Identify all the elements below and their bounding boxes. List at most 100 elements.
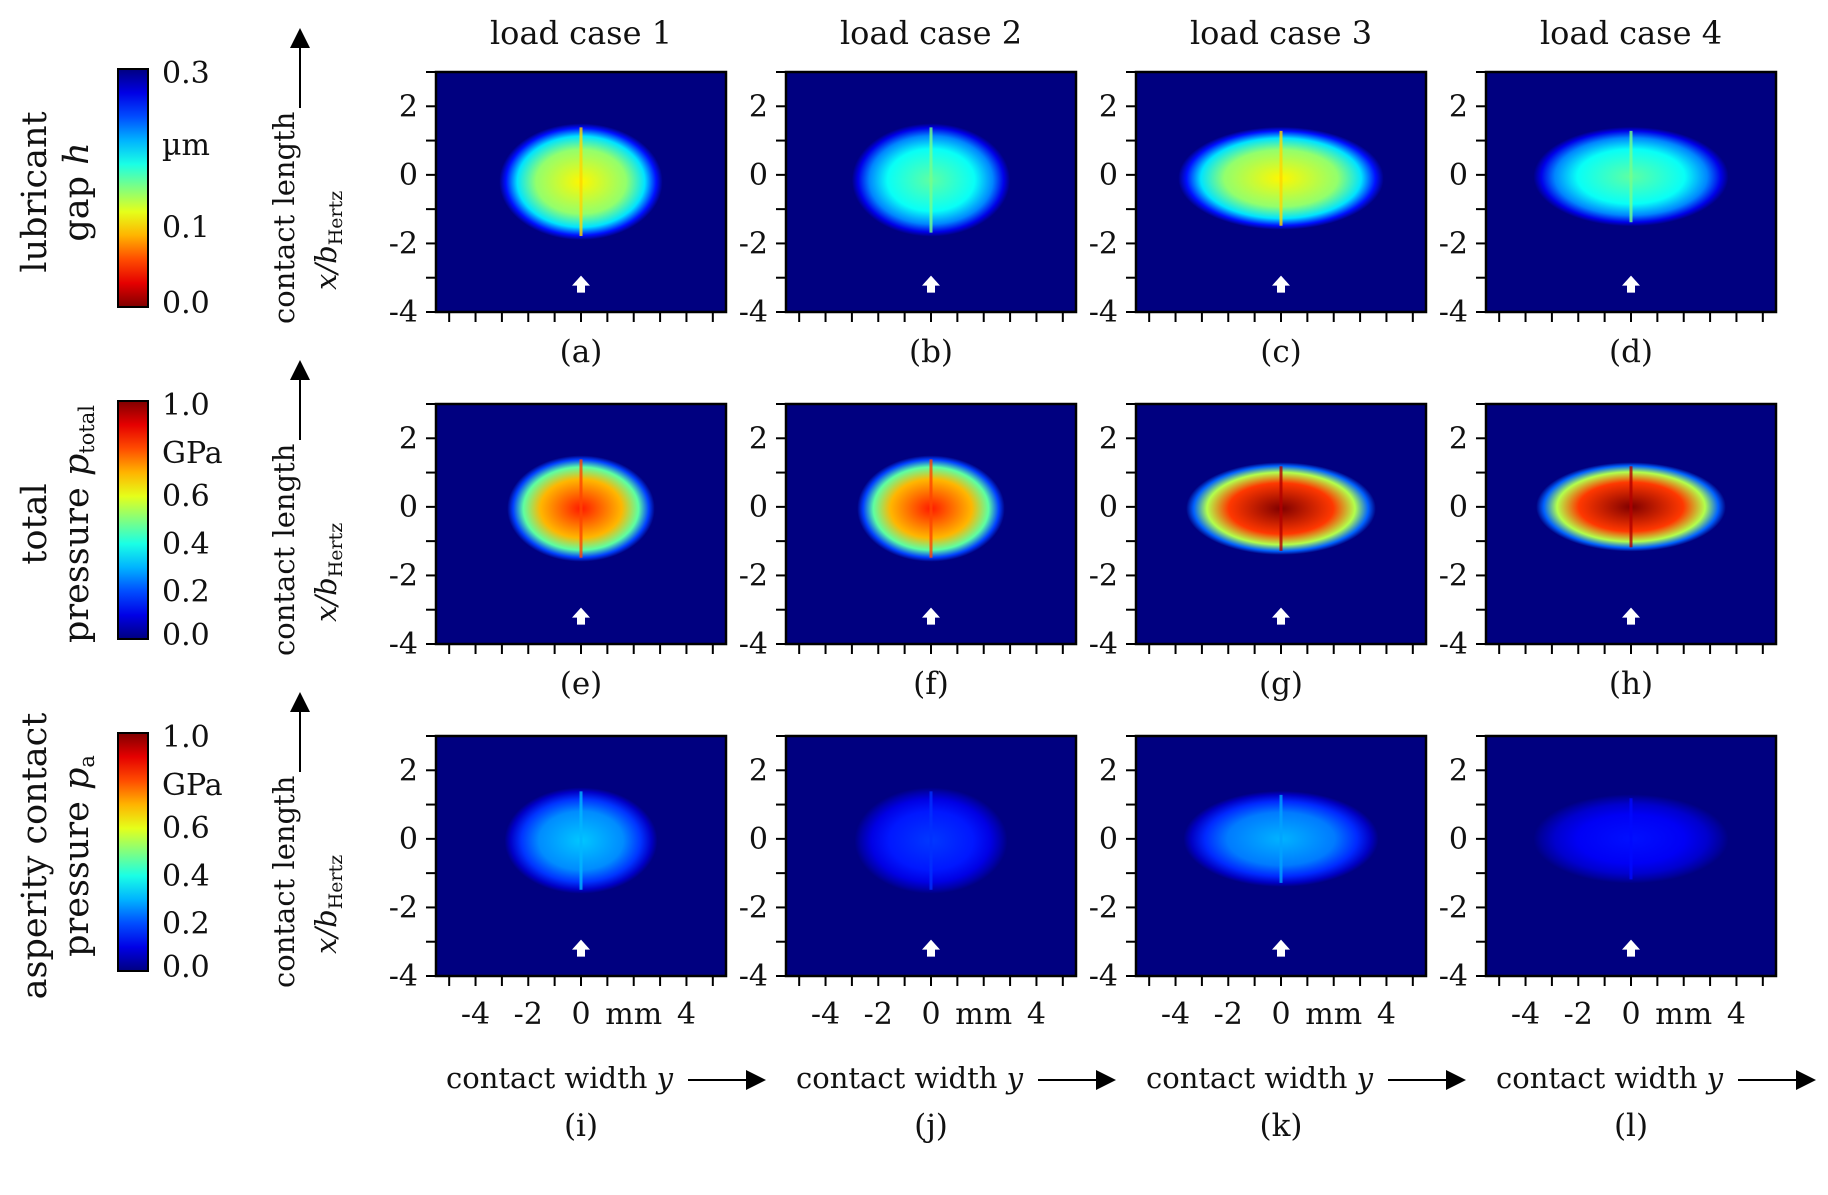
row-label-variable: p [57, 454, 97, 476]
rolling-direction-arrow-icon [922, 939, 940, 957]
panel-j: 2 0 -2 -4 -4 -2 0 mm 4 (j) [739, 734, 1078, 1144]
x-axis-title-variable: y [1005, 1061, 1024, 1095]
x-tick-label: mm [1655, 997, 1712, 1032]
row-label-variable: h [57, 142, 97, 165]
rolling-direction-arrow-icon [1272, 275, 1290, 293]
y-tick-label: 0 [749, 822, 768, 857]
y-tick-label: 2 [399, 89, 418, 124]
colorbars: 0.3 0.1 0.0 µm 1.0 0.6 0.4 0.2 0.0 GPa 1.0 0.6 0.4 0.… [117, 56, 223, 985]
row-label-line1-1: lubricant [15, 111, 55, 272]
x-tick-label: mm [605, 997, 662, 1032]
y-axis-variable: x/bHertz [309, 855, 347, 954]
colorbar-gradient [117, 732, 149, 972]
colorbar-tick-label: 0.2 [162, 574, 210, 609]
y-tick-label: 2 [1099, 89, 1118, 124]
row-label-line2-3: pressure pa [57, 755, 99, 957]
x-tick-label: mm [1305, 997, 1362, 1032]
y-tick-label: 2 [1449, 421, 1468, 456]
y-tick-label: 0 [749, 490, 768, 525]
colorbar-tick-label: 1.0 [162, 720, 210, 755]
y-tick-label: 0 [1099, 822, 1118, 857]
y-tick-label: -4 [739, 295, 768, 330]
y-tick-label: -4 [739, 959, 768, 994]
panel-e: 2 0 -2 -4 (e) [389, 402, 728, 702]
y-tick-label: -4 [389, 627, 418, 662]
column-title-2: load case 2 [840, 14, 1022, 52]
x-tick-label: 0 [1621, 997, 1640, 1032]
x-tick-label: 4 [1027, 997, 1046, 1032]
rolling-direction-arrow-icon [572, 275, 590, 293]
x-tick-label: -2 [514, 997, 543, 1032]
x-tick-label: -4 [1161, 997, 1190, 1032]
y-tick-label: 0 [1449, 158, 1468, 193]
y-axis-label-1: contact length x/bHertz [267, 28, 347, 324]
y-tick-label: 2 [399, 753, 418, 788]
x-tick-label: -2 [1214, 997, 1243, 1032]
y-tick-label: -2 [1089, 890, 1118, 925]
x-tick-label: -2 [1564, 997, 1593, 1032]
column-title-3: load case 3 [1190, 14, 1372, 52]
x-axis-title: contact width y [446, 1061, 674, 1095]
row-label-subscript: a [75, 755, 99, 768]
y-tick-label: -2 [739, 890, 768, 925]
y-tick-label: -2 [1089, 558, 1118, 593]
colorbar-tick-label: 0.4 [162, 527, 210, 562]
colorbar-unit: µm [162, 128, 210, 163]
y-tick-label: 2 [1449, 89, 1468, 124]
y-axis-var-text: x/b [309, 909, 343, 954]
y-axis-title: contact length [267, 444, 301, 656]
y-tick-label: 0 [399, 822, 418, 857]
rolling-direction-arrow-icon [1622, 607, 1640, 625]
rolling-direction-arrow-icon [922, 275, 940, 293]
colorbar-tick-label: 0.3 [162, 56, 210, 91]
x-axis-title-variable: y [655, 1061, 674, 1095]
rolling-direction-arrow-icon [572, 939, 590, 957]
panel-letter-g: (g) [1259, 666, 1303, 702]
y-tick-label: -4 [1439, 295, 1468, 330]
x-tick-label: 4 [1727, 997, 1746, 1032]
y-axis-label-3: contact length x/bHertz [267, 692, 347, 988]
colorbar-2: 1.0 0.6 0.4 0.2 0.0 GPa [117, 388, 223, 653]
column-titles: load case 1 load case 2 load case 3 load ca… [490, 14, 1722, 52]
panel-i: 2 0 -2 -4 -4 -2 0 mm 4 (i) [389, 734, 728, 1144]
panel-letter-h: (h) [1609, 666, 1653, 702]
y-tick-label: 0 [399, 158, 418, 193]
y-tick-label: -2 [389, 558, 418, 593]
colorbar-tick-label: 0.6 [162, 479, 210, 514]
x-tick-label: 0 [571, 997, 590, 1032]
y-tick-label: 2 [749, 421, 768, 456]
x-axis-title-variable: y [1355, 1061, 1374, 1095]
colorbar-tick-label: 0.1 [162, 211, 210, 246]
x-axis-title: contact width y [1146, 1061, 1374, 1095]
column-title-4: load case 4 [1540, 14, 1722, 52]
colorbar-unit: GPa [162, 768, 223, 803]
y-tick-label: -4 [389, 959, 418, 994]
y-tick-label: 2 [1099, 753, 1118, 788]
x-tick-label: 0 [1271, 997, 1290, 1032]
x-axis-label-4: contact width y [1496, 1061, 1816, 1095]
x-axis-title: contact width y [796, 1061, 1024, 1095]
y-tick-label: 2 [1099, 421, 1118, 456]
x-axis-label-2: contact width y [796, 1061, 1116, 1095]
y-tick-label: -2 [1089, 226, 1118, 261]
panel-c: 2 0 -2 -4 (c) [1089, 70, 1428, 370]
y-tick-label: -2 [1439, 890, 1468, 925]
rolling-direction-arrow-icon [922, 607, 940, 625]
x-axis-title-text: contact width [1496, 1061, 1707, 1095]
x-axis-title-text: contact width [1146, 1061, 1357, 1095]
y-tick-label: -2 [389, 226, 418, 261]
row-label-text: gap [57, 165, 97, 242]
rolling-direction-arrow-icon [1622, 939, 1640, 957]
row-label-variable: p [57, 768, 97, 790]
panel-f: 2 0 -2 -4 (f) [739, 402, 1078, 702]
x-tick-label: -4 [1511, 997, 1540, 1032]
y-tick-label: -2 [1439, 558, 1468, 593]
y-tick-label: -4 [389, 295, 418, 330]
row-label-line1-3: asperity contact [15, 713, 55, 1000]
colorbar-tick-label: 0.0 [162, 618, 210, 653]
x-tick-label: 4 [1377, 997, 1396, 1032]
colorbar-tick-label: 0.6 [162, 811, 210, 846]
panel-letter-a: (a) [560, 334, 603, 370]
y-tick-label: -4 [739, 627, 768, 662]
